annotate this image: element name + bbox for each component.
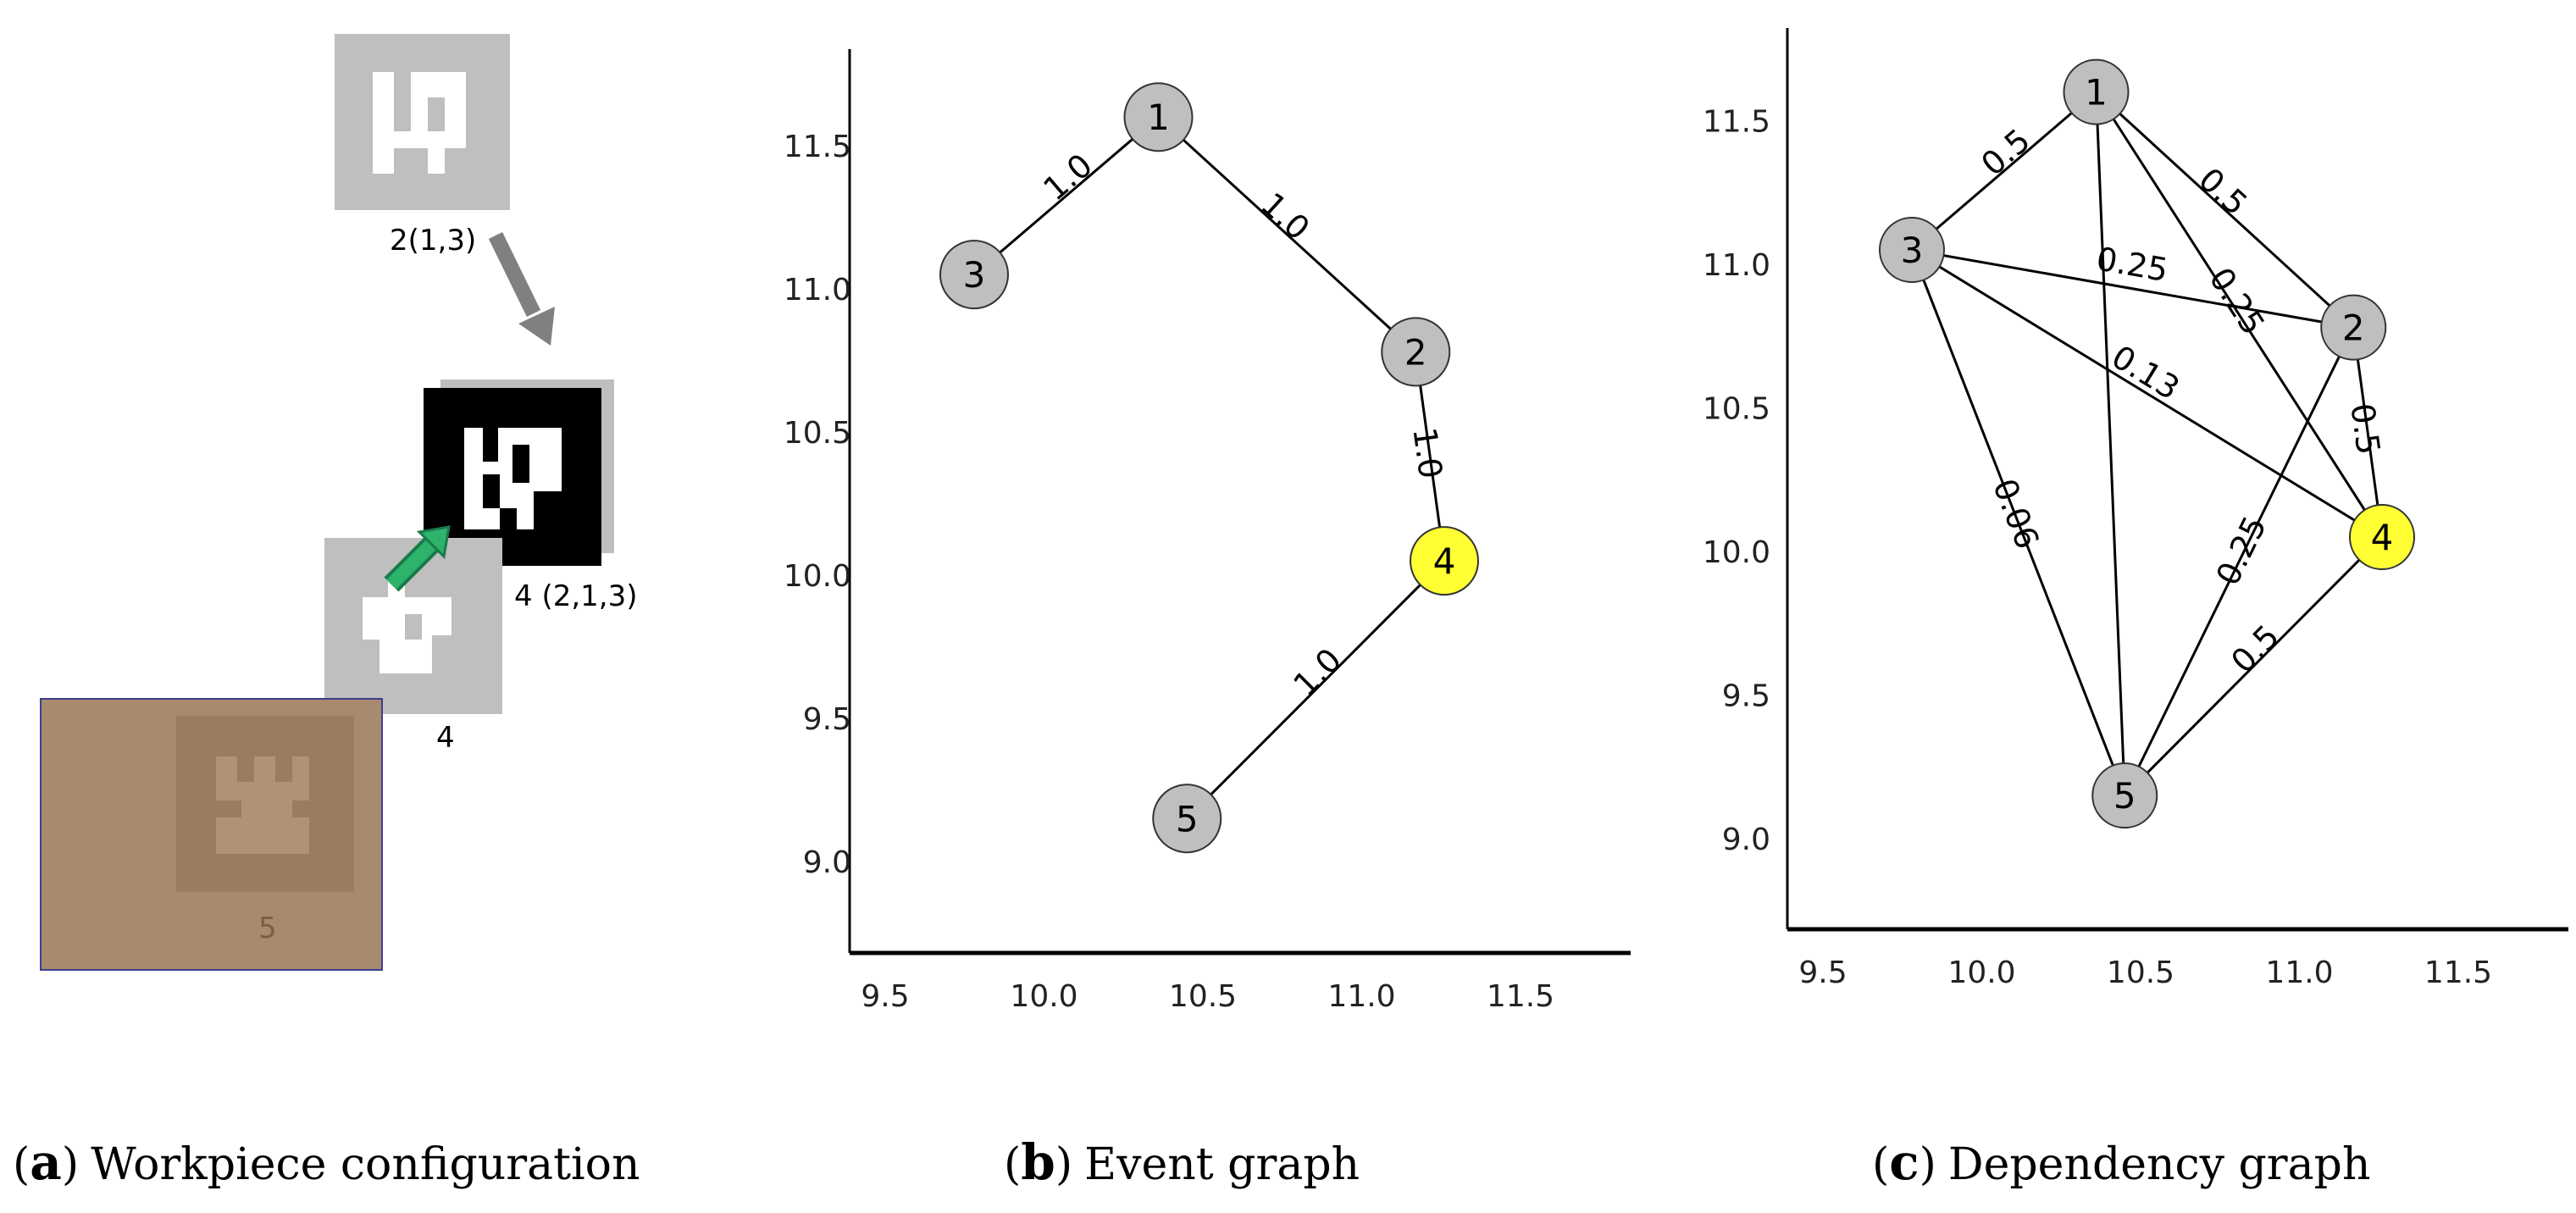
node-label-1: 1 bbox=[2085, 72, 2108, 114]
node-label-1: 1 bbox=[1147, 97, 1170, 138]
edge-3-5 bbox=[1910, 249, 2126, 796]
edge-1-4 bbox=[2095, 91, 2384, 538]
x-tick-label: 9.5 bbox=[1798, 955, 1847, 990]
edge-label-1-2: 1.0 bbox=[1254, 186, 1316, 247]
workpiece-5 bbox=[40, 698, 383, 971]
edge-label-2-4: 0.5 bbox=[2343, 401, 2387, 457]
caption-a: (a) Workpiece configuration bbox=[13, 1133, 640, 1191]
edge-1-3 bbox=[1911, 91, 2097, 252]
node-5 bbox=[2091, 762, 2158, 829]
edge-4-5 bbox=[2124, 535, 2384, 797]
node-4 bbox=[1410, 526, 1479, 596]
piece-4-stack-label: 4 (2,1,3) bbox=[514, 579, 637, 613]
x-tick-label: 10.5 bbox=[2107, 955, 2174, 990]
node-label-5: 5 bbox=[1176, 798, 1199, 839]
y-tick-label: 10.5 bbox=[1703, 392, 1770, 427]
edge-label-3-5: 0.06 bbox=[1986, 474, 2047, 554]
piece-4-label: 4 bbox=[436, 721, 455, 755]
piece-5-label: 5 bbox=[258, 911, 277, 945]
node-3 bbox=[939, 240, 1009, 310]
edge-labels: 1.0 1.0 1.0 1.0 bbox=[1036, 147, 1449, 704]
node-label-3: 3 bbox=[1901, 230, 1924, 271]
edge-labels: 0.50.50.250.250.130.060.50.250.5 bbox=[1974, 121, 2387, 680]
workpiece-4 bbox=[324, 538, 502, 714]
edges bbox=[1910, 91, 2384, 797]
edge-label-2-5: 0.25 bbox=[2209, 510, 2274, 590]
move-arrow-grey bbox=[488, 232, 555, 346]
node-5 bbox=[1152, 784, 1222, 854]
y-tick-label: 9.5 bbox=[803, 702, 851, 737]
edge-2-4 bbox=[1414, 352, 1446, 562]
caption-b: (b) Event graph bbox=[1004, 1133, 1360, 1191]
y-tick-label: 10.0 bbox=[784, 559, 851, 594]
node-label-2: 2 bbox=[2342, 307, 2365, 349]
edge-1-5 bbox=[2095, 91, 2126, 796]
x-tick-label: 11.0 bbox=[1327, 979, 1395, 1014]
edge-3-2 bbox=[1911, 248, 2354, 330]
edge-3-4 bbox=[1911, 248, 2383, 539]
edge-label-1-2: 0.5 bbox=[2191, 161, 2254, 223]
x-tick-labels: 9.5 10.0 10.5 11.0 11.5 bbox=[861, 979, 1554, 1014]
node-label-3: 3 bbox=[963, 254, 986, 296]
move-arrow-green bbox=[384, 525, 451, 592]
x-tick-labels: 9.5 10.0 10.5 11.0 11.5 bbox=[1798, 955, 2492, 990]
y-tick-label: 10.5 bbox=[784, 416, 851, 451]
node-label-4: 4 bbox=[2371, 517, 2394, 558]
panel-c-dependency-graph: 11.511.010.510.09.59.0 9.5 10.0 10.5 11.0 11… bbox=[1703, 28, 2568, 1191]
y-tick-label: 11.5 bbox=[1703, 105, 1770, 140]
nodes: 1 3 2 4 5 bbox=[939, 82, 1479, 854]
panel-a: 2(1,3) 4 (2,1,3) 4 bbox=[13, 34, 640, 1191]
y-tick-label: 11.0 bbox=[784, 273, 851, 307]
x-tick-label: 10.0 bbox=[1010, 979, 1077, 1014]
edge-label-1-3: 1.0 bbox=[1036, 147, 1100, 208]
workpiece-4-stack bbox=[424, 379, 614, 566]
edge-label-1-3: 0.5 bbox=[1974, 121, 2037, 183]
edge-label-4-5: 1.0 bbox=[1286, 641, 1349, 704]
y-tick-labels: 11.5 11.0 10.5 10.0 9.5 9.0 bbox=[784, 130, 851, 880]
node-label-5: 5 bbox=[2113, 775, 2136, 817]
edge-label-4-5: 0.5 bbox=[2224, 618, 2286, 680]
node-label-2: 2 bbox=[1404, 331, 1427, 373]
y-tick-labels: 11.5 11.0 10.5 10.0 9.5 9.0 bbox=[1703, 105, 1770, 858]
node-2 bbox=[1381, 317, 1451, 387]
edge-1-3 bbox=[973, 116, 1160, 276]
edge-2-4 bbox=[2352, 327, 2384, 538]
x-tick-label: 9.5 bbox=[861, 979, 909, 1014]
edge-label-3-2: 0.25 bbox=[2094, 240, 2171, 289]
x-tick-label: 11.5 bbox=[2424, 955, 2492, 990]
node-2 bbox=[2320, 294, 2387, 361]
x-tick-label: 11.5 bbox=[1487, 979, 1554, 1014]
edges bbox=[973, 116, 1446, 820]
x-tick-label: 10.0 bbox=[1947, 955, 2015, 990]
node-4 bbox=[2349, 504, 2415, 571]
y-tick-label: 11.0 bbox=[1703, 248, 1770, 283]
node-label-4: 4 bbox=[1433, 540, 1456, 582]
workpiece-2 bbox=[335, 34, 510, 210]
edge-1-2 bbox=[2095, 91, 2355, 329]
edge-2-5 bbox=[2123, 326, 2355, 796]
x-tick-label: 10.5 bbox=[1169, 979, 1237, 1014]
edge-1-2 bbox=[1157, 116, 1417, 353]
caption-c: (c) Dependency graph bbox=[1872, 1133, 2370, 1191]
y-tick-label: 11.5 bbox=[784, 130, 851, 164]
y-tick-label: 9.5 bbox=[1722, 679, 1770, 714]
piece-2-label: 2(1,3) bbox=[390, 224, 476, 258]
node-1 bbox=[2063, 58, 2130, 125]
y-tick-label: 9.0 bbox=[803, 845, 851, 880]
edge-label-3-4: 0.13 bbox=[2105, 338, 2185, 407]
node-1 bbox=[1123, 82, 1194, 152]
y-tick-label: 9.0 bbox=[1722, 823, 1770, 857]
x-tick-label: 11.0 bbox=[2265, 955, 2333, 990]
node-3 bbox=[1879, 217, 1945, 284]
edge-4-5 bbox=[1186, 560, 1446, 820]
y-tick-label: 10.0 bbox=[1703, 535, 1770, 570]
panel-b-event-graph: 11.511.010.510.09.59.0 9.5 10.0 10.5 11.0 11… bbox=[784, 49, 1631, 1191]
nodes: 1 3 2 4 5 bbox=[1879, 58, 2415, 829]
edge-label-2-4: 1.0 bbox=[1405, 425, 1449, 481]
